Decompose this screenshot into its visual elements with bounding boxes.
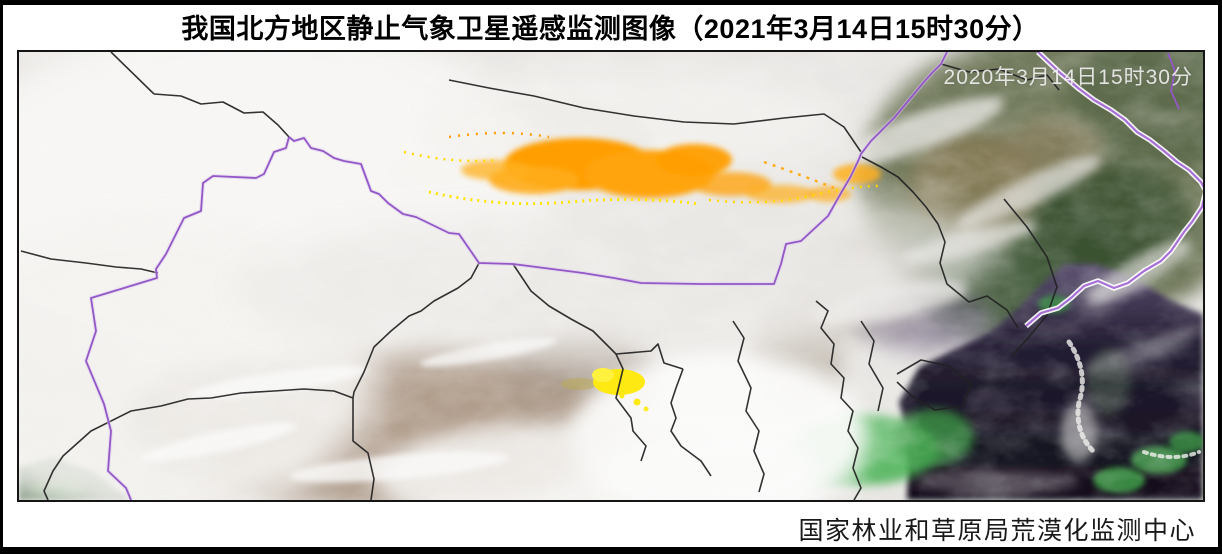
- page-title: 我国北方地区静止气象卫星遥感监测图像（2021年3月14日15时30分）: [181, 14, 1040, 44]
- national-border-lines: [84, 52, 1203, 500]
- title-bar: 我国北方地区静止气象卫星遥感监测图像（2021年3月14日15时30分）: [3, 5, 1218, 45]
- page-background: 我国北方地区静止气象卫星遥感监测图像（2021年3月14日15时30分）: [3, 5, 1218, 547]
- province-border-lines: [20, 52, 1060, 500]
- satellite-map: [19, 52, 1203, 500]
- dust-plume: [403, 131, 881, 206]
- timestamp-overlay: 2020年3月14日15时30分: [943, 66, 1193, 89]
- yellow-dust-patch: [561, 368, 649, 412]
- credit-text: 国家林业和草原局荒漠化监测中心: [798, 517, 1196, 545]
- cased-border-core: [1025, 52, 1203, 327]
- satellite-map-frame: 2020年3月14日15时30分: [17, 50, 1205, 502]
